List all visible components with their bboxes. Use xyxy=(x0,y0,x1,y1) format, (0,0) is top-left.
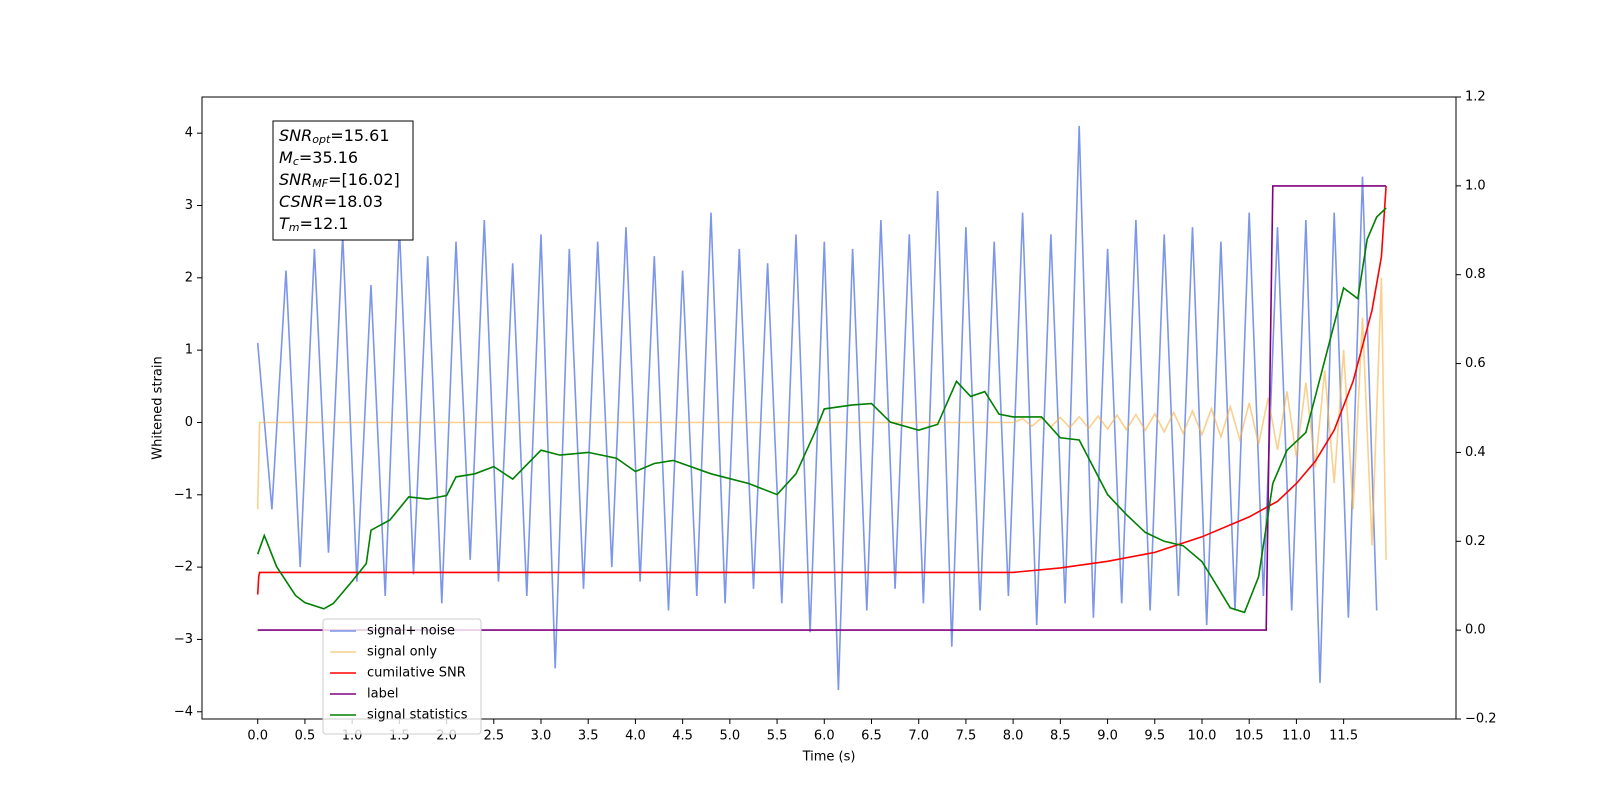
annotation: SNRopt=15.61Mc=35.16SNRMF=[16.02]CSNR=18… xyxy=(272,120,414,241)
x-tick-label: 6.0 xyxy=(814,729,835,744)
x-tick-label: 0.5 xyxy=(295,729,316,744)
annotation-line: Tm=12.1 xyxy=(279,214,349,235)
annotation-value: =18.03 xyxy=(324,192,383,211)
x-tick-label: 11.0 xyxy=(1282,729,1311,744)
x-tick-label: 0.0 xyxy=(247,729,268,744)
annotation-symbol: CSNR xyxy=(279,192,324,211)
legend-label: signal statistics xyxy=(367,708,468,723)
y-tick-label: −3 xyxy=(174,632,193,647)
annotation-symbol: SNR xyxy=(279,170,312,189)
legend-label: signal only xyxy=(367,645,437,660)
annotation-value: =15.61 xyxy=(330,126,389,145)
y2-tick-label: 1.0 xyxy=(1465,178,1486,193)
x-tick-label: 4.0 xyxy=(625,729,646,744)
annotation-value: =35.16 xyxy=(299,148,358,167)
series-line xyxy=(256,185,1387,595)
x-tick-label: 3.5 xyxy=(578,729,599,744)
y2-tick-label: 0.4 xyxy=(1465,445,1486,460)
x-tick-label: 10.0 xyxy=(1188,729,1217,744)
annotation-line: SNRMF=[16.02] xyxy=(279,170,400,191)
x-tick-label: 9.5 xyxy=(1144,729,1165,744)
y-tick-label: −1 xyxy=(174,487,193,502)
series-line xyxy=(256,125,1378,691)
y2-tick-label: 0.8 xyxy=(1465,267,1486,282)
x-tick-label: 6.5 xyxy=(861,729,882,744)
legend-label: cumilative SNR xyxy=(367,666,466,681)
legend-label: label xyxy=(367,687,398,702)
x-tick-label: 3.0 xyxy=(531,729,552,744)
y2-tick-label: 1.2 xyxy=(1465,90,1486,105)
x-tick-label: 4.5 xyxy=(672,729,693,744)
annotation-line: CSNR=18.03 xyxy=(279,192,383,211)
x-tick-label: 5.5 xyxy=(767,729,788,744)
y-axis-label: Whitened strain xyxy=(151,356,166,459)
y-tick-label: 1 xyxy=(185,343,193,358)
y2-tick-label: 0.6 xyxy=(1465,356,1486,371)
annotation-symbol: T xyxy=(279,214,290,233)
series-line xyxy=(256,277,1387,560)
annotation-subscript: opt xyxy=(312,133,331,146)
annotation-symbol: M xyxy=(279,148,293,167)
annotation-line: SNRopt=15.61 xyxy=(279,126,390,147)
series-line xyxy=(257,185,1387,631)
annotation-subscript: c xyxy=(293,155,299,168)
legend-label: signal+ noise xyxy=(367,624,455,639)
annotation-value: =[16.02] xyxy=(328,170,400,189)
x-tick-label: 7.5 xyxy=(956,729,977,744)
legend-box xyxy=(322,618,482,735)
x-tick-label: 5.0 xyxy=(720,729,741,744)
axes-frame xyxy=(201,96,1457,720)
x-tick-label: 2.5 xyxy=(483,729,504,744)
y-tick-label: −2 xyxy=(174,560,193,575)
x-tick-label: 10.5 xyxy=(1235,729,1264,744)
y-tick-label: −4 xyxy=(174,704,193,719)
x-tick-label: 11.5 xyxy=(1329,729,1358,744)
y-tick-label: 0 xyxy=(185,415,193,430)
annotation-symbol: SNR xyxy=(279,126,312,145)
x-tick-label: 8.0 xyxy=(1003,729,1024,744)
y2-tick-label: 0.2 xyxy=(1465,534,1486,549)
y2-tick-label: −0.2 xyxy=(1465,712,1497,727)
annotation-subscript: MF xyxy=(312,177,328,190)
annotation-value: =12.1 xyxy=(300,214,349,233)
series-line xyxy=(256,207,1387,614)
annotation-line: Mc=35.16 xyxy=(279,148,358,169)
annotation-subscript: m xyxy=(289,221,300,234)
y-tick-label: 4 xyxy=(185,126,193,141)
x-tick-label: 7.0 xyxy=(908,729,929,744)
plot-area xyxy=(256,125,1387,691)
x-axis-label: Time (s) xyxy=(802,750,856,765)
y-tick-label: 2 xyxy=(185,270,193,285)
y-tick-label: 3 xyxy=(185,198,193,213)
x-tick-label: 8.5 xyxy=(1050,729,1071,744)
y2-tick-label: 0.0 xyxy=(1465,623,1486,638)
annotation-box xyxy=(272,120,414,241)
x-tick-label: 9.0 xyxy=(1097,729,1118,744)
legend: signal+ noise signal only cumilative SNR la… xyxy=(322,618,482,735)
